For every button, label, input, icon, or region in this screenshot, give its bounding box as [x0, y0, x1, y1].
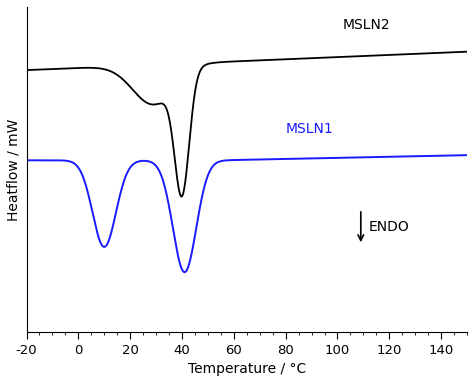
Text: ENDO: ENDO [369, 220, 410, 234]
Y-axis label: Heatflow / mW: Heatflow / mW [7, 118, 21, 221]
X-axis label: Temperature / °C: Temperature / °C [188, 362, 306, 376]
Text: MSLN1: MSLN1 [286, 122, 333, 136]
Text: MSLN2: MSLN2 [343, 18, 390, 31]
